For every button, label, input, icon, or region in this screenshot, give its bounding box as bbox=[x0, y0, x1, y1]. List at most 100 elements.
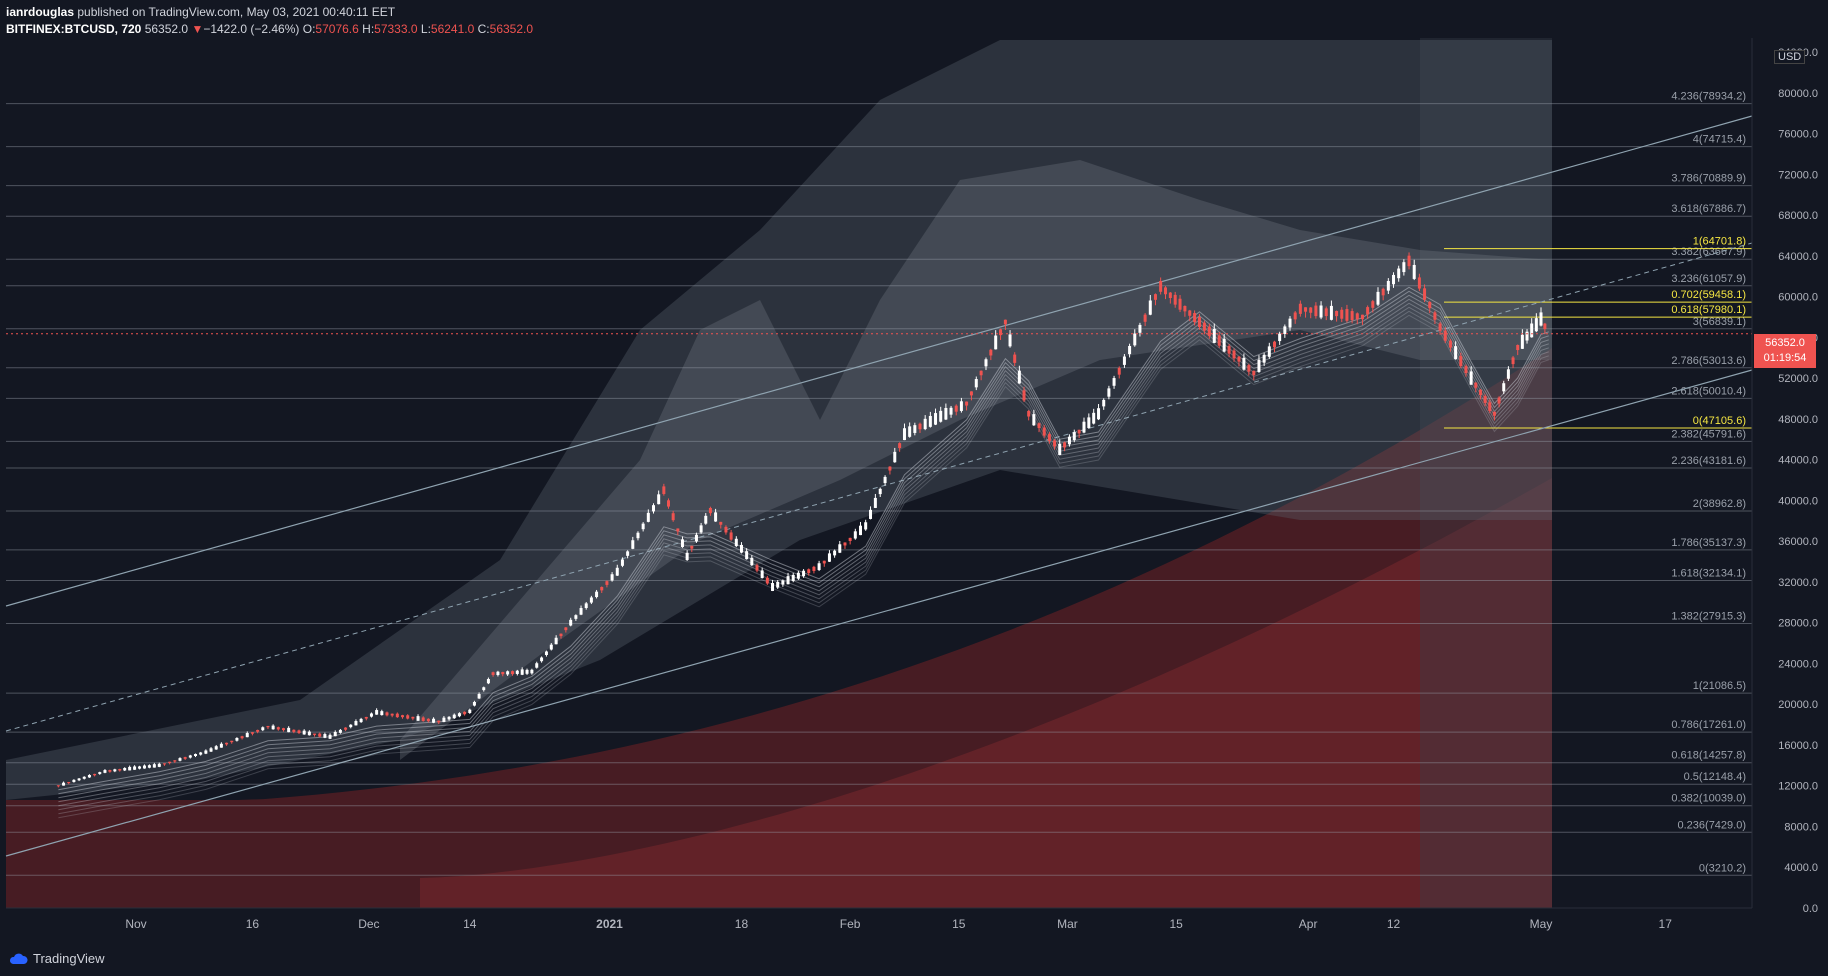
time-tick-label: 17 bbox=[1659, 917, 1673, 931]
candle-body bbox=[157, 763, 161, 767]
fib-label: 0.236(7429.0) bbox=[1678, 819, 1747, 831]
time-tick-label: 16 bbox=[246, 917, 260, 931]
candle-body bbox=[1309, 307, 1313, 313]
candle-body bbox=[138, 766, 142, 769]
fib-label: 4.236(78934.2) bbox=[1671, 91, 1746, 103]
candle-body bbox=[1017, 370, 1021, 384]
candle-body bbox=[1003, 319, 1007, 325]
candle-body bbox=[501, 672, 505, 675]
chart-header: ianrdouglas published on TradingView.com… bbox=[6, 4, 533, 38]
candle-body bbox=[432, 718, 436, 723]
candle-body bbox=[685, 552, 689, 561]
candle-body bbox=[1497, 397, 1501, 404]
candle-body bbox=[858, 525, 862, 536]
candle-body bbox=[1047, 434, 1051, 442]
candle-body bbox=[620, 559, 624, 566]
candle-body bbox=[375, 710, 379, 715]
ma-ribbon-line bbox=[58, 290, 1549, 795]
candle-body bbox=[240, 736, 244, 739]
fib-label: 1.618(32134.1) bbox=[1671, 568, 1746, 580]
candle-body bbox=[1511, 357, 1515, 365]
fib-label: 3.382(63667.9) bbox=[1671, 246, 1746, 258]
candle-body bbox=[631, 540, 635, 549]
candle-body bbox=[276, 727, 280, 730]
candle-body bbox=[1148, 300, 1152, 315]
candle-body bbox=[447, 716, 451, 720]
time-tick-label: Apr bbox=[1299, 917, 1318, 931]
candle-body bbox=[1381, 288, 1385, 296]
candle-body bbox=[704, 515, 708, 524]
candle-body bbox=[729, 532, 733, 540]
candle-body bbox=[902, 428, 906, 441]
candle-body bbox=[1212, 328, 1216, 343]
author-name[interactable]: ianrdouglas bbox=[6, 5, 75, 19]
candle-body bbox=[908, 426, 912, 437]
channel-lower bbox=[5, 369, 1753, 857]
candle-body bbox=[486, 679, 490, 684]
candle-body bbox=[1534, 318, 1538, 332]
price-tick-label: 4000.0 bbox=[1784, 862, 1818, 874]
candle-body bbox=[1267, 346, 1271, 357]
candle-body bbox=[364, 716, 368, 719]
candle-body bbox=[1257, 359, 1261, 372]
candle-body bbox=[1197, 317, 1201, 327]
candle-body bbox=[1252, 370, 1256, 376]
footer: TradingView bbox=[0, 942, 1828, 976]
fib-label: 4(74715.4) bbox=[1693, 134, 1746, 146]
price-tick-label: 24000.0 bbox=[1778, 658, 1818, 670]
candle-body bbox=[457, 713, 461, 717]
candle-body bbox=[359, 718, 363, 723]
candle-body bbox=[1053, 440, 1057, 447]
candle-body bbox=[1128, 345, 1132, 355]
price-chart[interactable]: 4.236(78934.2) 4(74715.4) 3.786(70889.9) 3.… bbox=[0, 0, 1828, 942]
fib-label: 0.382(10039.0) bbox=[1671, 793, 1746, 805]
candle-body bbox=[745, 551, 749, 560]
candle-body bbox=[1335, 310, 1339, 317]
candle-body bbox=[641, 523, 645, 530]
fib-label: 2.618(50010.4) bbox=[1671, 385, 1746, 397]
candle-body bbox=[589, 597, 593, 603]
candle-body bbox=[416, 716, 420, 721]
candle-body bbox=[67, 782, 71, 784]
candle-body bbox=[1237, 356, 1241, 362]
open-label: O: bbox=[302, 22, 316, 36]
brand-name: TradingView bbox=[33, 951, 105, 966]
price-tick-label: 36000.0 bbox=[1778, 536, 1818, 548]
candle-body bbox=[354, 721, 358, 726]
candle-body bbox=[989, 349, 993, 356]
key-fib-label: 0.618(57980.1) bbox=[1671, 304, 1746, 316]
candle-body bbox=[1492, 411, 1496, 416]
candle-body bbox=[477, 694, 481, 699]
candle-body bbox=[1042, 427, 1046, 436]
candle-body bbox=[918, 423, 922, 430]
open-value: 57076.6 bbox=[315, 22, 359, 36]
candle-body bbox=[118, 769, 122, 771]
candle-body bbox=[584, 603, 588, 609]
candle-body bbox=[974, 379, 978, 388]
candle-body bbox=[142, 765, 146, 769]
candle-body bbox=[786, 576, 790, 585]
currency-badge[interactable]: USD bbox=[1774, 50, 1806, 64]
candle-body bbox=[235, 737, 239, 741]
tradingview-logo[interactable]: TradingView bbox=[8, 951, 105, 966]
candle-body bbox=[817, 563, 821, 570]
symbol-label[interactable]: BITFINEX:BTCUSD, 720 bbox=[6, 22, 142, 36]
candle-body bbox=[913, 425, 917, 433]
candle-body bbox=[708, 507, 712, 514]
candle-body bbox=[1376, 291, 1380, 305]
candle-body bbox=[549, 644, 553, 650]
key-fib-label: 1(64701.8) bbox=[1693, 236, 1746, 248]
candle-body bbox=[1454, 346, 1458, 360]
candle-body bbox=[77, 778, 81, 781]
candle-body bbox=[883, 476, 887, 484]
candle-body bbox=[1272, 341, 1276, 348]
candle-body bbox=[199, 752, 203, 755]
candle-body bbox=[812, 566, 816, 571]
high-label: H: bbox=[362, 22, 375, 36]
candle-body bbox=[873, 497, 877, 508]
candle-body bbox=[1163, 287, 1167, 295]
candle-body bbox=[1488, 402, 1492, 411]
price-tick-label: 68000.0 bbox=[1778, 210, 1818, 222]
candle-body bbox=[482, 687, 486, 691]
candle-body bbox=[822, 560, 826, 564]
